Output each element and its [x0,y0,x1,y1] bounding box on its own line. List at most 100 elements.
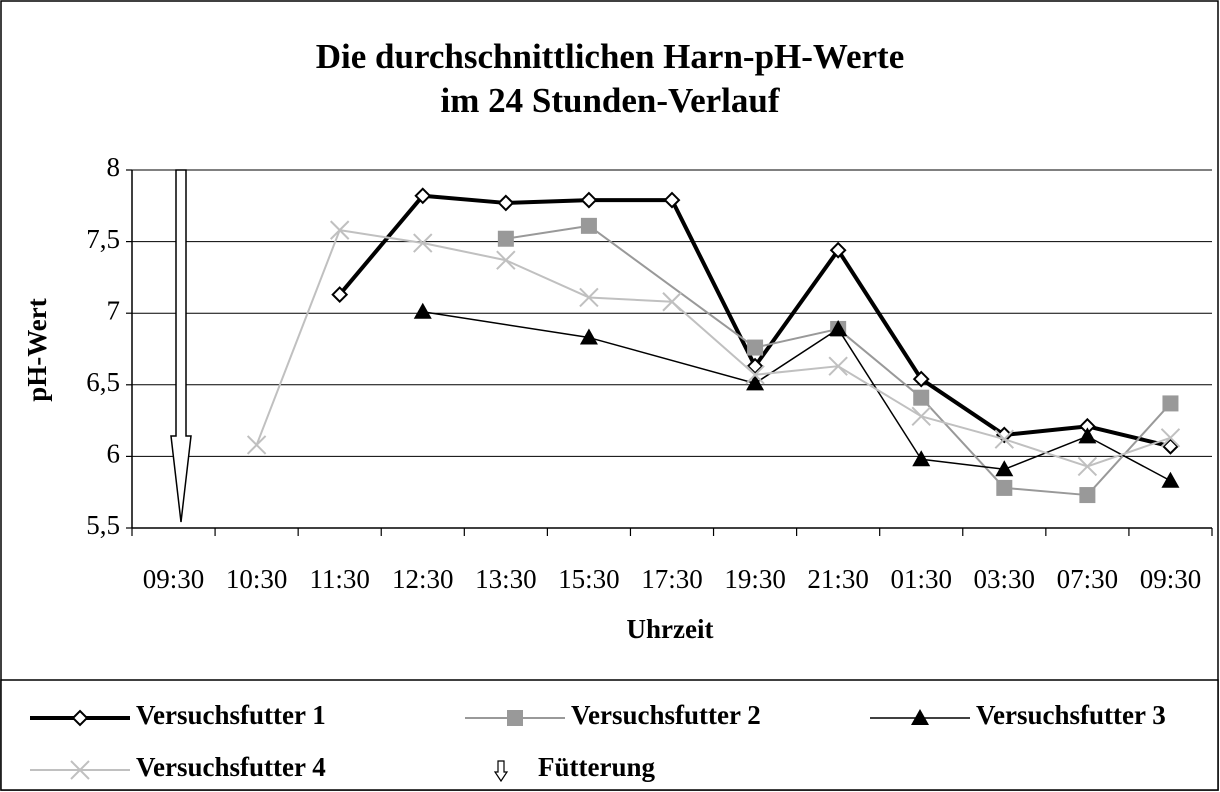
series [246,220,1181,477]
marker [911,709,929,725]
marker [496,250,516,270]
legend-label: Versuchsfutter 2 [571,700,761,730]
legend-label: Versuchsfutter 4 [136,752,326,782]
line-segment [1087,435,1171,482]
line-segment [422,193,507,205]
marker [911,406,931,427]
marker [747,339,764,356]
legend-label: Fütterung [538,752,655,782]
legend-box [0,679,1219,791]
line-segment [921,458,1005,471]
y-tick-label: 7 [107,295,121,325]
line-segment [920,415,1005,441]
marker [1160,428,1181,448]
marker [579,328,598,345]
marker [579,287,599,308]
line-segment [588,225,756,349]
line-segment [505,198,589,205]
marker [829,241,847,259]
feeding-arrow [170,169,192,523]
marker [413,302,432,319]
legend-item: Versuchsfutter 2 [465,700,761,730]
y-tick-label: 7,5 [86,224,120,254]
line-segment [588,336,756,385]
marker [828,356,848,376]
chart-title: im 24 Stunden-Verlauf [440,81,779,120]
marker [746,357,764,375]
x-tick-label: 11:30 [309,564,370,594]
marker [663,191,681,209]
marker [1078,427,1097,444]
legend-item: Versuchsfutter 1 [30,700,326,730]
line-segment [837,328,922,460]
marker [1079,487,1096,504]
line-segment [671,300,756,376]
marker [414,187,432,205]
legend-arrow [493,760,509,783]
marker [1161,471,1180,488]
marker [829,319,848,336]
x-tick-label: 07:30 [1057,564,1119,594]
marker [246,435,267,455]
line-segment [754,327,839,349]
marker [662,292,682,312]
marker [507,710,523,726]
y-tick-label: 6 [107,439,121,469]
legend-label: Versuchsfutter 1 [136,700,326,730]
line-segment [753,249,840,368]
line-segment [837,365,922,418]
series [497,217,1179,504]
marker [746,374,765,391]
line-segment [754,365,839,376]
marker [1162,395,1179,412]
line-segment [505,224,590,240]
marker [497,230,514,247]
legend-item: Versuchsfutter 4 [30,752,326,782]
x-tick-label: 15:30 [558,564,620,594]
marker [1162,437,1179,455]
line-segment [1004,486,1088,497]
x-tick-label: 17:30 [641,564,703,594]
marker [994,429,1015,449]
chart-title: Die durchschnittlichen Harn-pH-Werte [316,37,905,76]
legend-label: Versuchsfutter 3 [976,700,1166,730]
y-tick-label: 5,5 [86,510,120,540]
marker [1077,456,1098,477]
marker [913,389,930,406]
line-segment [588,296,673,303]
line-segment [422,242,507,262]
line-segment [920,377,1006,437]
marker [745,365,765,385]
line-segment [255,229,341,446]
x-axis-title: Uhrzeit [627,614,714,644]
marker [71,709,89,727]
y-tick-label: 8 [107,152,121,182]
y-tick-label: 6,5 [86,367,120,397]
marker [413,233,433,253]
marker [996,479,1013,496]
line-segment [505,259,590,299]
line-segment [837,328,922,399]
marker [70,760,90,780]
x-tick-label: 09:30 [1140,564,1202,594]
line-segment [1004,424,1088,437]
line-segment [1003,438,1088,468]
line-segment [1087,436,1171,468]
x-tick-label: 12:30 [392,564,454,594]
line-segment [920,397,1006,489]
marker [497,194,515,212]
marker [329,220,350,240]
line-segment [1086,402,1172,496]
y-axis-title: pH-Wert [22,298,52,401]
line-segment [338,194,425,296]
x-tick-label: 19:30 [724,564,786,594]
marker [912,370,930,388]
line-segment [339,229,423,245]
x-tick-label: 10:30 [226,564,288,594]
marker [580,217,597,234]
x-tick-label: 01:30 [890,564,952,594]
line-segment [836,249,923,381]
x-tick-label: 13:30 [475,564,537,594]
